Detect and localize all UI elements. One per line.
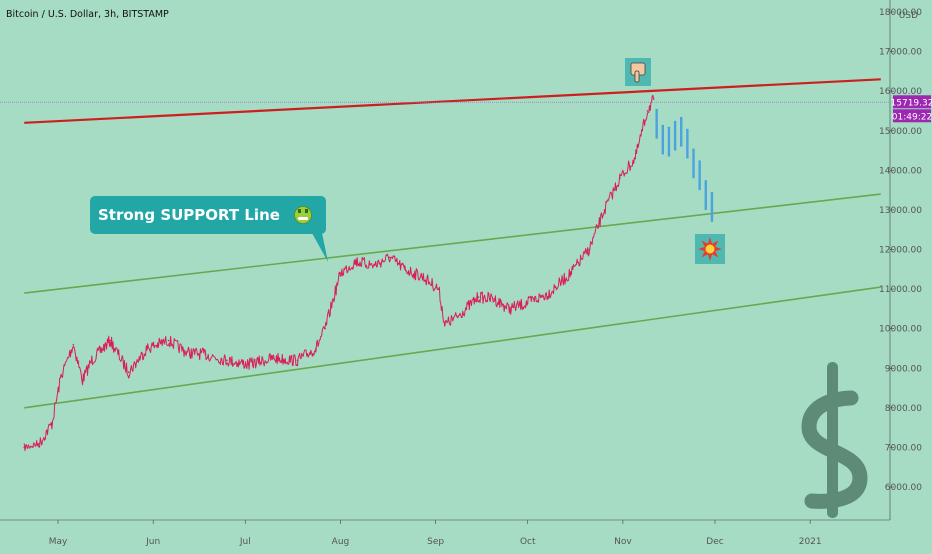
price-point-26 [444,323,446,326]
y-tick-label-14000: 14000.00 [879,166,922,176]
price-point-16 [296,359,299,362]
price-point-8 [127,371,130,374]
y-tick-label-10000: 10000.00 [879,325,922,335]
price-point-30 [508,308,511,310]
x-tick-label-Dec: Dec [706,537,723,547]
price-point-13 [226,359,228,362]
price-point-23 [404,268,406,271]
y-tick-label-8000: 8000.00 [885,404,922,414]
price-point-36 [619,177,621,180]
price-point-21 [373,264,376,267]
price-point-24 [422,276,425,279]
y-axis-currency-label: USD [899,11,918,21]
support-callout-text: Strong SUPPORT Line [98,206,280,224]
y-tick-label-11000: 11000.00 [879,285,922,295]
price-point-37 [634,157,636,160]
projection-bar-3 [673,120,677,151]
price-tag: 15719.32 [891,98,932,108]
price-point-17 [315,347,317,350]
explosion-emoji [695,234,725,264]
y-tick-label-15000: 15000.00 [879,127,922,137]
y-tick-label-12000: 12000.00 [879,246,922,256]
x-tick-label-Aug: Aug [332,537,350,547]
price-point-32 [548,292,551,294]
price-point-0 [23,446,26,449]
price-tag-bg [893,95,931,109]
projection-bar-9 [710,192,714,222]
y-tick-label-13000: 13000.00 [879,206,922,216]
projection-bar-7 [698,160,701,191]
support-trend-line-1 [24,193,881,294]
explosion-emoji-core [705,244,715,254]
price-point-2 [51,422,53,425]
y-tick-label-16000: 16000.00 [879,87,922,97]
projection-bar-4 [680,116,683,147]
resistance-trend-line-0 [24,78,881,124]
money-face-mouth [298,217,308,220]
money-face-eye-left [298,209,301,213]
price-point-38 [646,110,649,112]
support-trend-line-2 [24,286,881,409]
y-tick-label-9000: 9000.00 [885,364,922,374]
price-point-25 [437,288,440,290]
y-tick-label-7000: 7000.00 [885,443,922,453]
price-point-10 [167,339,170,342]
chart-title: Bitcoin / U.S. Dollar, 3h, BITSTAMP [6,9,169,20]
x-tick-label-Sep: Sep [427,537,444,547]
price-point-11 [186,351,188,354]
price-point-39 [652,98,655,100]
x-tick-label-Oct: Oct [520,537,536,547]
projection-bar-8 [704,180,707,210]
x-tick-label-Jun: Jun [145,537,160,547]
price-point-28 [477,296,480,298]
money-face-head [294,206,312,224]
price-point-5 [81,379,84,381]
price-point-34 [588,248,590,251]
support-callout-bg [90,196,326,234]
price-point-18 [324,327,326,330]
countdown-tag-bg [893,109,931,123]
price-point-20 [354,260,357,263]
support-callout-pointer [312,233,328,262]
projection-bar-6 [692,148,695,179]
price-point-12 [204,353,207,356]
price-point-35 [603,209,606,211]
price-point-19 [339,272,342,275]
y-tick-label-18000: 18000.00 [879,8,922,18]
countdown-tag: 01:49:22 [892,112,932,122]
price-point-6 [90,359,93,362]
projection-bar-5 [686,128,689,159]
pointing-down-hand-emoji [625,58,651,86]
price-line [23,94,655,452]
price-point-4 [72,343,75,346]
price-point-15 [272,357,274,360]
money-face-eye-right [305,209,308,213]
x-tick-label-May: May [49,537,68,547]
projection-bar-2 [667,126,671,157]
x-tick-label-2021: 2021 [799,537,822,547]
dollar-sign-bar [827,362,838,518]
dollar-sign [801,362,868,518]
price-point-31 [526,302,529,304]
price-point-27 [456,315,458,318]
x-tick-label-Nov: Nov [614,537,632,547]
hand-emoji-finger [634,70,640,83]
projection-bar-0 [655,108,658,139]
price-point-33 [569,272,572,275]
price-point-3 [60,375,62,377]
price-point-9 [146,347,148,350]
price-point-29 [493,298,495,300]
projection-bar-1 [661,124,665,155]
x-tick-label-Jul: Jul [239,537,251,547]
price-point-7 [109,339,111,342]
y-tick-label-17000: 17000.00 [879,48,922,58]
price-point-22 [388,256,391,259]
price-point-1 [38,442,41,445]
price-point-14 [247,363,250,366]
y-tick-label-6000: 6000.00 [885,483,922,493]
money-face-emoji [294,206,312,224]
